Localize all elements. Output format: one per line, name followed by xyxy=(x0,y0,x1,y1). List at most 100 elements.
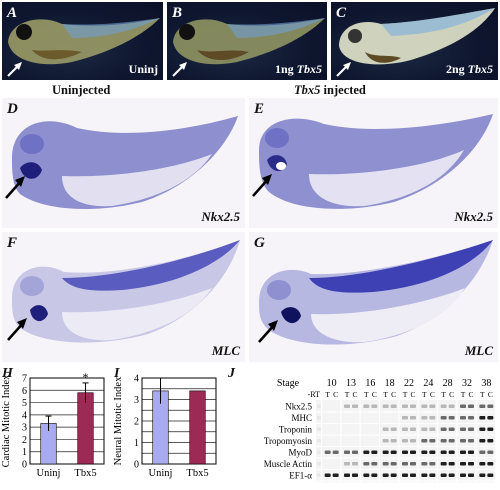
panel-label-f: F xyxy=(7,235,18,251)
band xyxy=(440,450,447,454)
lane-label: C xyxy=(391,390,396,399)
y-tick-label: 3 xyxy=(134,395,139,406)
band xyxy=(352,427,358,431)
band xyxy=(352,450,358,454)
band xyxy=(440,427,447,431)
band xyxy=(332,462,339,466)
band xyxy=(410,462,416,466)
band xyxy=(382,450,389,454)
group-label-injected: Tbx5 injected xyxy=(294,83,366,97)
band xyxy=(479,450,486,454)
band xyxy=(371,427,378,431)
band xyxy=(479,462,486,466)
band xyxy=(371,473,378,477)
x-tick-label: Tbx5 xyxy=(74,468,96,479)
band xyxy=(324,462,331,466)
panel-d-photo: D Nkx2.5 xyxy=(2,98,245,228)
gene-label: EF1-α xyxy=(289,471,312,481)
band xyxy=(468,439,474,443)
gene-label: Muscle Actin xyxy=(264,459,313,469)
panel-c-photo: C 2ng Tbx5 xyxy=(331,2,498,80)
band xyxy=(352,416,358,420)
band xyxy=(410,450,416,454)
y-tick-label: 1 xyxy=(22,447,27,458)
band xyxy=(382,416,389,420)
bar xyxy=(77,392,94,465)
embryo-stain-illustration xyxy=(7,240,240,343)
lane-label: C xyxy=(352,390,357,399)
lane-label: C xyxy=(410,390,415,399)
band xyxy=(402,416,408,420)
band xyxy=(344,416,350,420)
band xyxy=(448,462,455,466)
band xyxy=(479,416,486,420)
y-axis-label: Neural Mitotic Index xyxy=(113,376,124,465)
lane-label: C xyxy=(333,390,338,399)
band xyxy=(390,427,397,431)
band xyxy=(479,427,486,431)
stage-number: 10 xyxy=(327,378,337,389)
band xyxy=(429,450,436,454)
band xyxy=(317,450,321,454)
band xyxy=(324,416,331,420)
band xyxy=(352,473,358,477)
y-tick-label: 4 xyxy=(22,410,27,421)
stage-number: 22 xyxy=(404,378,414,389)
band xyxy=(317,404,321,408)
panel-caption-d: Nkx2.5 xyxy=(201,209,240,224)
stage-number: 16 xyxy=(365,378,375,389)
significance-marker: * xyxy=(83,370,89,384)
band xyxy=(332,427,339,431)
x-tick-label: Uninj xyxy=(149,468,173,479)
stage-number: 24 xyxy=(423,378,433,389)
panel-label-e: E xyxy=(254,101,265,117)
band xyxy=(332,404,339,408)
band xyxy=(468,450,474,454)
panel-a-photo: A Uninj xyxy=(2,2,163,80)
band xyxy=(363,473,370,477)
band xyxy=(344,462,350,466)
band xyxy=(317,462,321,466)
band xyxy=(317,416,321,420)
band xyxy=(448,404,455,408)
y-tick-label: 0 xyxy=(134,460,139,471)
lane-label: T xyxy=(364,390,369,399)
band xyxy=(479,473,486,477)
band xyxy=(460,450,466,454)
band xyxy=(402,427,408,431)
band xyxy=(324,439,331,443)
band xyxy=(460,439,466,443)
band xyxy=(448,416,455,420)
band xyxy=(410,473,416,477)
y-tick-label: 2 xyxy=(134,417,139,428)
panel-f-photo: F MLC xyxy=(2,232,245,362)
band xyxy=(440,416,447,420)
panel-e-photo: E Nkx2.5 xyxy=(249,98,498,228)
band xyxy=(421,427,428,431)
panel-label-j: J xyxy=(228,366,235,381)
gene-label: Tropomyosin xyxy=(264,436,313,446)
band xyxy=(390,416,397,420)
lane-label: C xyxy=(468,390,473,399)
band xyxy=(402,462,408,466)
y-tick-label: 5 xyxy=(22,398,27,409)
stage-label: Stage xyxy=(277,378,300,389)
panel-b-photo: B 1ng Tbx5 xyxy=(167,2,327,80)
band xyxy=(371,404,378,408)
band xyxy=(363,404,370,408)
band xyxy=(371,439,378,443)
y-tick-label: 4 xyxy=(134,374,139,385)
band xyxy=(440,473,447,477)
band xyxy=(344,450,350,454)
lane-label: T xyxy=(441,390,446,399)
embryo-illustration xyxy=(172,18,325,77)
band xyxy=(429,439,436,443)
band xyxy=(448,450,455,454)
band xyxy=(382,427,389,431)
band xyxy=(460,404,466,408)
band xyxy=(468,427,474,431)
y-tick-label: 7 xyxy=(22,374,27,385)
band xyxy=(460,416,466,420)
y-tick-label: 2 xyxy=(22,435,27,446)
band xyxy=(344,427,350,431)
